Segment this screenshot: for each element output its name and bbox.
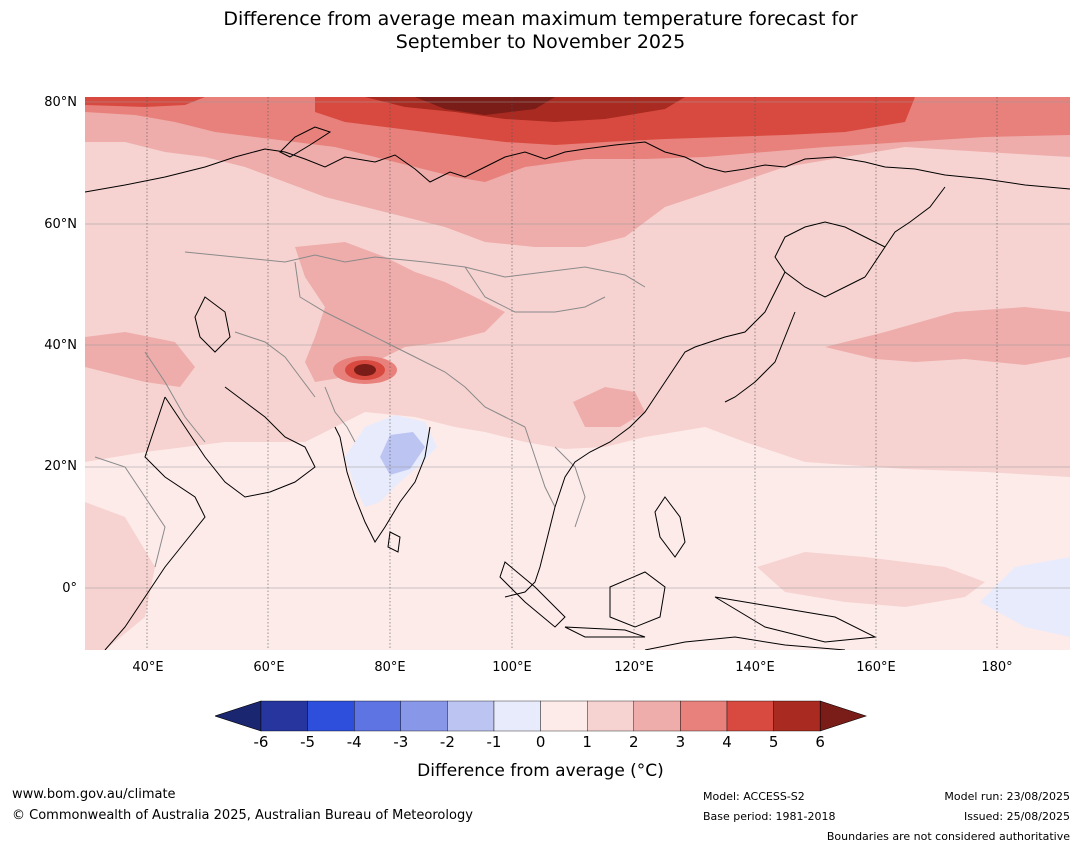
lat-label-80n: 80°N bbox=[44, 95, 77, 110]
coastlines bbox=[85, 126, 1070, 650]
coast-southeast-asia bbox=[504, 506, 556, 598]
border-africa bbox=[94, 456, 166, 568]
anomaly-field-1-2-pacific bbox=[757, 552, 985, 607]
lat-label-40n: 40°N bbox=[44, 338, 77, 353]
anomaly-cool-india-core bbox=[380, 432, 425, 475]
colorbar-tick-label: -2 bbox=[439, 733, 455, 751]
colorbar-tick-label: 3 bbox=[675, 733, 686, 751]
map-title: Difference from average mean maximum tem… bbox=[0, 8, 1081, 54]
colorbar-tick-label: -3 bbox=[393, 733, 409, 751]
lon-label-100e: 100°E bbox=[492, 660, 532, 675]
coast-kamchatka bbox=[864, 186, 946, 278]
border-kazakhstan bbox=[294, 261, 386, 343]
title-line-1: Difference from average mean maximum tem… bbox=[223, 8, 858, 30]
footer-issued: Issued: 25/08/2025 bbox=[963, 810, 1070, 823]
anomaly-field-2-3-west bbox=[85, 332, 195, 387]
anomaly-field-2-3-central bbox=[295, 242, 505, 382]
colorbar-tick-label: 1 bbox=[582, 733, 592, 751]
border-pakistan bbox=[324, 386, 356, 443]
anomaly-field-above-6 bbox=[415, 97, 555, 115]
forecast-map bbox=[85, 97, 1070, 650]
border-indochina bbox=[554, 446, 586, 528]
coast-caspian bbox=[194, 296, 231, 353]
lon-label-60e: 60°E bbox=[253, 660, 285, 675]
lat-label-equator: 0° bbox=[62, 581, 77, 596]
coast-sumatra bbox=[499, 561, 566, 628]
graticule bbox=[85, 101, 1070, 589]
lon-label-80e: 80°E bbox=[374, 660, 406, 675]
colorbar-swatch bbox=[493, 700, 541, 732]
lat-label-60n: 60°N bbox=[44, 217, 77, 232]
colorbar-swatch bbox=[447, 700, 495, 732]
coast-okhotsk bbox=[774, 221, 886, 298]
coast-india bbox=[334, 426, 431, 543]
lon-label-140e: 140°E bbox=[735, 660, 775, 675]
anomaly-field-2-3-pacific bbox=[825, 307, 1070, 365]
footer-model-run: Model run: 23/08/2025 bbox=[944, 790, 1070, 803]
lon-label-160e: 160°E bbox=[856, 660, 896, 675]
anomaly-field-2-3-china bbox=[573, 387, 645, 427]
border-arabia bbox=[144, 351, 206, 443]
colorbar-swatch bbox=[260, 700, 308, 732]
coast-new-guinea bbox=[714, 596, 877, 643]
colorbar-swatch bbox=[400, 700, 448, 732]
coast-korea-china bbox=[554, 271, 786, 508]
colorbar-extend-high bbox=[819, 700, 867, 732]
coast-java bbox=[564, 626, 646, 638]
colorbar-swatch bbox=[680, 700, 728, 732]
colorbar-tick-label: -4 bbox=[346, 733, 362, 751]
colorbar-tick-label: -1 bbox=[486, 733, 502, 751]
colorbar-tick-label: 5 bbox=[768, 733, 779, 751]
lon-label-40e: 40°E bbox=[132, 660, 164, 675]
lon-label-120e: 120°E bbox=[614, 660, 654, 675]
colorbar-swatch bbox=[633, 700, 681, 732]
footer-disclaimer: Boundaries are not considered authoritat… bbox=[826, 830, 1070, 843]
colorbar-swatch bbox=[540, 700, 588, 732]
coast-novaya-zemlya bbox=[279, 126, 332, 158]
map-svg bbox=[85, 97, 1070, 650]
anomaly-field-1-2-south bbox=[85, 502, 155, 650]
coast-australia-north bbox=[644, 636, 846, 650]
colorbar-tick-label: -5 bbox=[300, 733, 316, 751]
lat-label-20n: 20°N bbox=[44, 459, 77, 474]
border-mongolia bbox=[464, 266, 606, 313]
colorbar-swatch bbox=[726, 700, 774, 732]
anomaly-cool-pacific bbox=[980, 557, 1070, 637]
coast-arabia bbox=[164, 386, 316, 498]
footer-copyright: © Commonwealth of Australia 2025, Austra… bbox=[12, 808, 473, 823]
coast-philippines bbox=[654, 496, 686, 558]
colorbar-swatch bbox=[587, 700, 635, 732]
anomaly-hotspot-core bbox=[354, 364, 376, 376]
colorbar-tick-label: -6 bbox=[253, 733, 269, 751]
coast-sri-lanka bbox=[387, 531, 401, 553]
coast-africa-east bbox=[104, 396, 206, 650]
footer-base-period: Base period: 1981-2018 bbox=[703, 810, 836, 823]
colorbar-swatch bbox=[773, 700, 821, 732]
meridians bbox=[146, 97, 998, 650]
colorbar-extend-low bbox=[215, 700, 262, 732]
border-iran bbox=[234, 331, 316, 398]
colorbar-tick-label: 0 bbox=[535, 733, 546, 751]
lon-label-180: 180° bbox=[981, 660, 1013, 675]
colorbar-tick-label: 6 bbox=[815, 733, 825, 751]
title-line-2: September to November 2025 bbox=[395, 31, 686, 53]
colorbar-swatch bbox=[353, 700, 401, 732]
border-russia-south bbox=[184, 251, 646, 288]
border-himalaya bbox=[384, 341, 526, 428]
colorbar-tick-label: 2 bbox=[629, 733, 639, 751]
coast-arctic bbox=[85, 141, 1070, 193]
colorbar-label: Difference from average (°C) bbox=[417, 761, 664, 781]
footer-url[interactable]: www.bom.gov.au/climate bbox=[12, 787, 176, 802]
coast-japan bbox=[724, 311, 796, 403]
coast-borneo bbox=[609, 571, 666, 628]
colorbar-tick-label: 4 bbox=[722, 733, 732, 751]
country-borders bbox=[94, 251, 646, 568]
colorbar-swatch bbox=[307, 700, 355, 732]
border-myanmar bbox=[524, 426, 556, 508]
colorbar bbox=[215, 700, 867, 732]
footer-model: Model: ACCESS-S2 bbox=[703, 790, 805, 803]
